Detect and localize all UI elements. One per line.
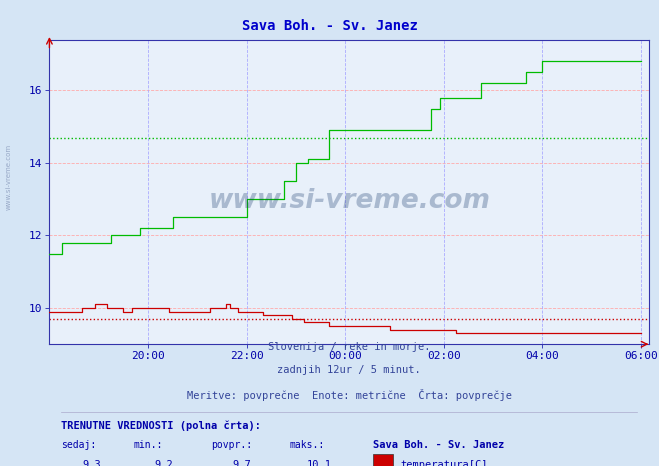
Text: zadnjih 12ur / 5 minut.: zadnjih 12ur / 5 minut.: [277, 365, 421, 375]
Text: Meritve: povprečne  Enote: metrične  Črta: povprečje: Meritve: povprečne Enote: metrične Črta:…: [186, 389, 512, 401]
Text: Sava Boh. - Sv. Janez: Sava Boh. - Sv. Janez: [242, 19, 417, 33]
Text: maks.:: maks.:: [289, 440, 324, 450]
Text: 9,2: 9,2: [154, 460, 173, 466]
Text: Slovenija / reke in morje.: Slovenija / reke in morje.: [268, 342, 430, 352]
Text: povpr.:: povpr.:: [212, 440, 252, 450]
Text: TRENUTNE VREDNOSTI (polna črta):: TRENUTNE VREDNOSTI (polna črta):: [61, 420, 262, 431]
Text: www.si-vreme.com: www.si-vreme.com: [5, 144, 11, 210]
Bar: [373, 454, 393, 466]
Text: 9,7: 9,7: [232, 460, 250, 466]
Text: sedaj:: sedaj:: [61, 440, 97, 450]
Text: min.:: min.:: [133, 440, 163, 450]
Text: Sava Boh. - Sv. Janez: Sava Boh. - Sv. Janez: [373, 440, 505, 450]
Text: www.si-vreme.com: www.si-vreme.com: [208, 188, 490, 214]
Text: 10,1: 10,1: [307, 460, 331, 466]
Text: temperatura[C]: temperatura[C]: [400, 460, 488, 466]
Text: 9,3: 9,3: [82, 460, 101, 466]
